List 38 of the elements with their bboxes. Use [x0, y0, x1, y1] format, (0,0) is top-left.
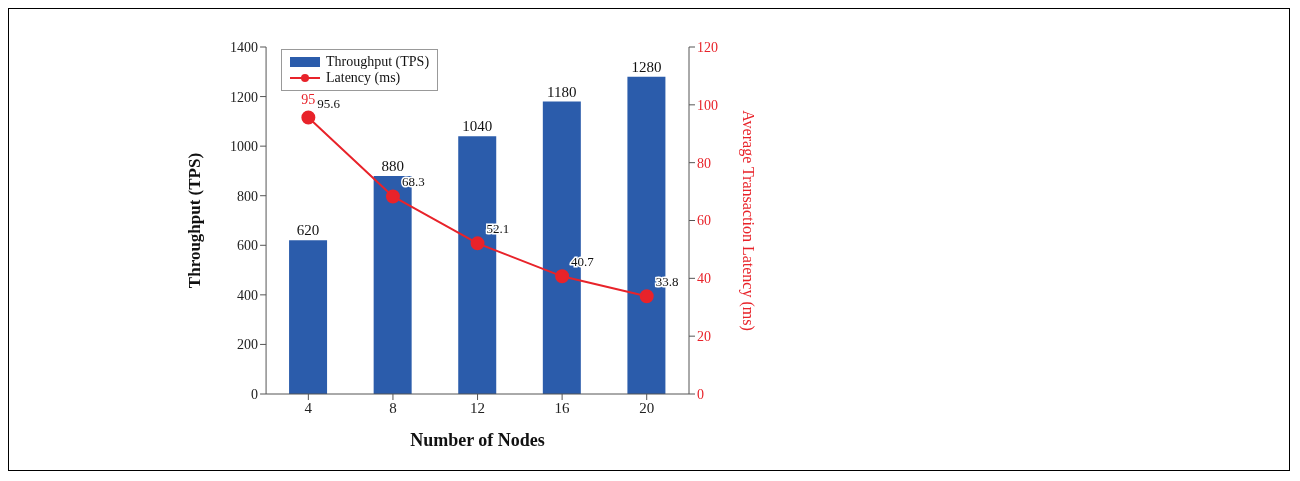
y2-tick-label: 20: [697, 329, 711, 345]
data-label: 880: [381, 157, 404, 174]
y2-tick-label: 60: [697, 213, 711, 229]
x-tick-label: 16: [554, 399, 571, 416]
x-tick-label: 8: [389, 399, 397, 416]
data-label: 620: [296, 222, 320, 239]
point: [639, 289, 654, 304]
data-label: 1180: [547, 83, 577, 100]
y-tick-label: 1200: [230, 89, 259, 105]
data-label: 1280: [631, 58, 662, 75]
y-tick-label: 400: [237, 287, 259, 303]
point: [555, 269, 570, 284]
y2-tick-label: 80: [697, 155, 711, 171]
point: [301, 110, 316, 125]
point: [385, 189, 400, 204]
data-label: 1040: [462, 118, 493, 135]
legend-label: Latency (ms): [326, 70, 401, 86]
x-tick-label: 12: [470, 399, 486, 416]
legend-label: Throughput (TPS): [326, 54, 430, 70]
y-tick-label: 200: [237, 337, 259, 353]
y-tick-label: 0: [251, 386, 259, 402]
y2-tick-label: 40: [697, 271, 711, 287]
x-tick-label: 4: [304, 399, 313, 416]
y2-tick-label: 0: [697, 386, 704, 402]
point: [470, 236, 485, 251]
data-label: 95.6: [317, 95, 341, 111]
y-tick-label: 800: [237, 188, 259, 204]
annotation: 95: [301, 91, 316, 107]
x-axis-title: Number of Nodes: [410, 430, 545, 450]
x-tick-label: 20: [639, 399, 655, 416]
y-axis-title: Throughput (TPS): [185, 152, 205, 289]
y2-tick-label: 100: [697, 97, 718, 113]
y2-axis-title: Average Transaction Latency (ms): [739, 110, 758, 331]
y-tick-label: 1000: [230, 139, 259, 155]
y2-tick-label: 120: [697, 39, 718, 55]
y-tick-label: 1400: [230, 39, 259, 55]
y-tick-label: 600: [237, 238, 259, 254]
bar: [289, 240, 328, 394]
